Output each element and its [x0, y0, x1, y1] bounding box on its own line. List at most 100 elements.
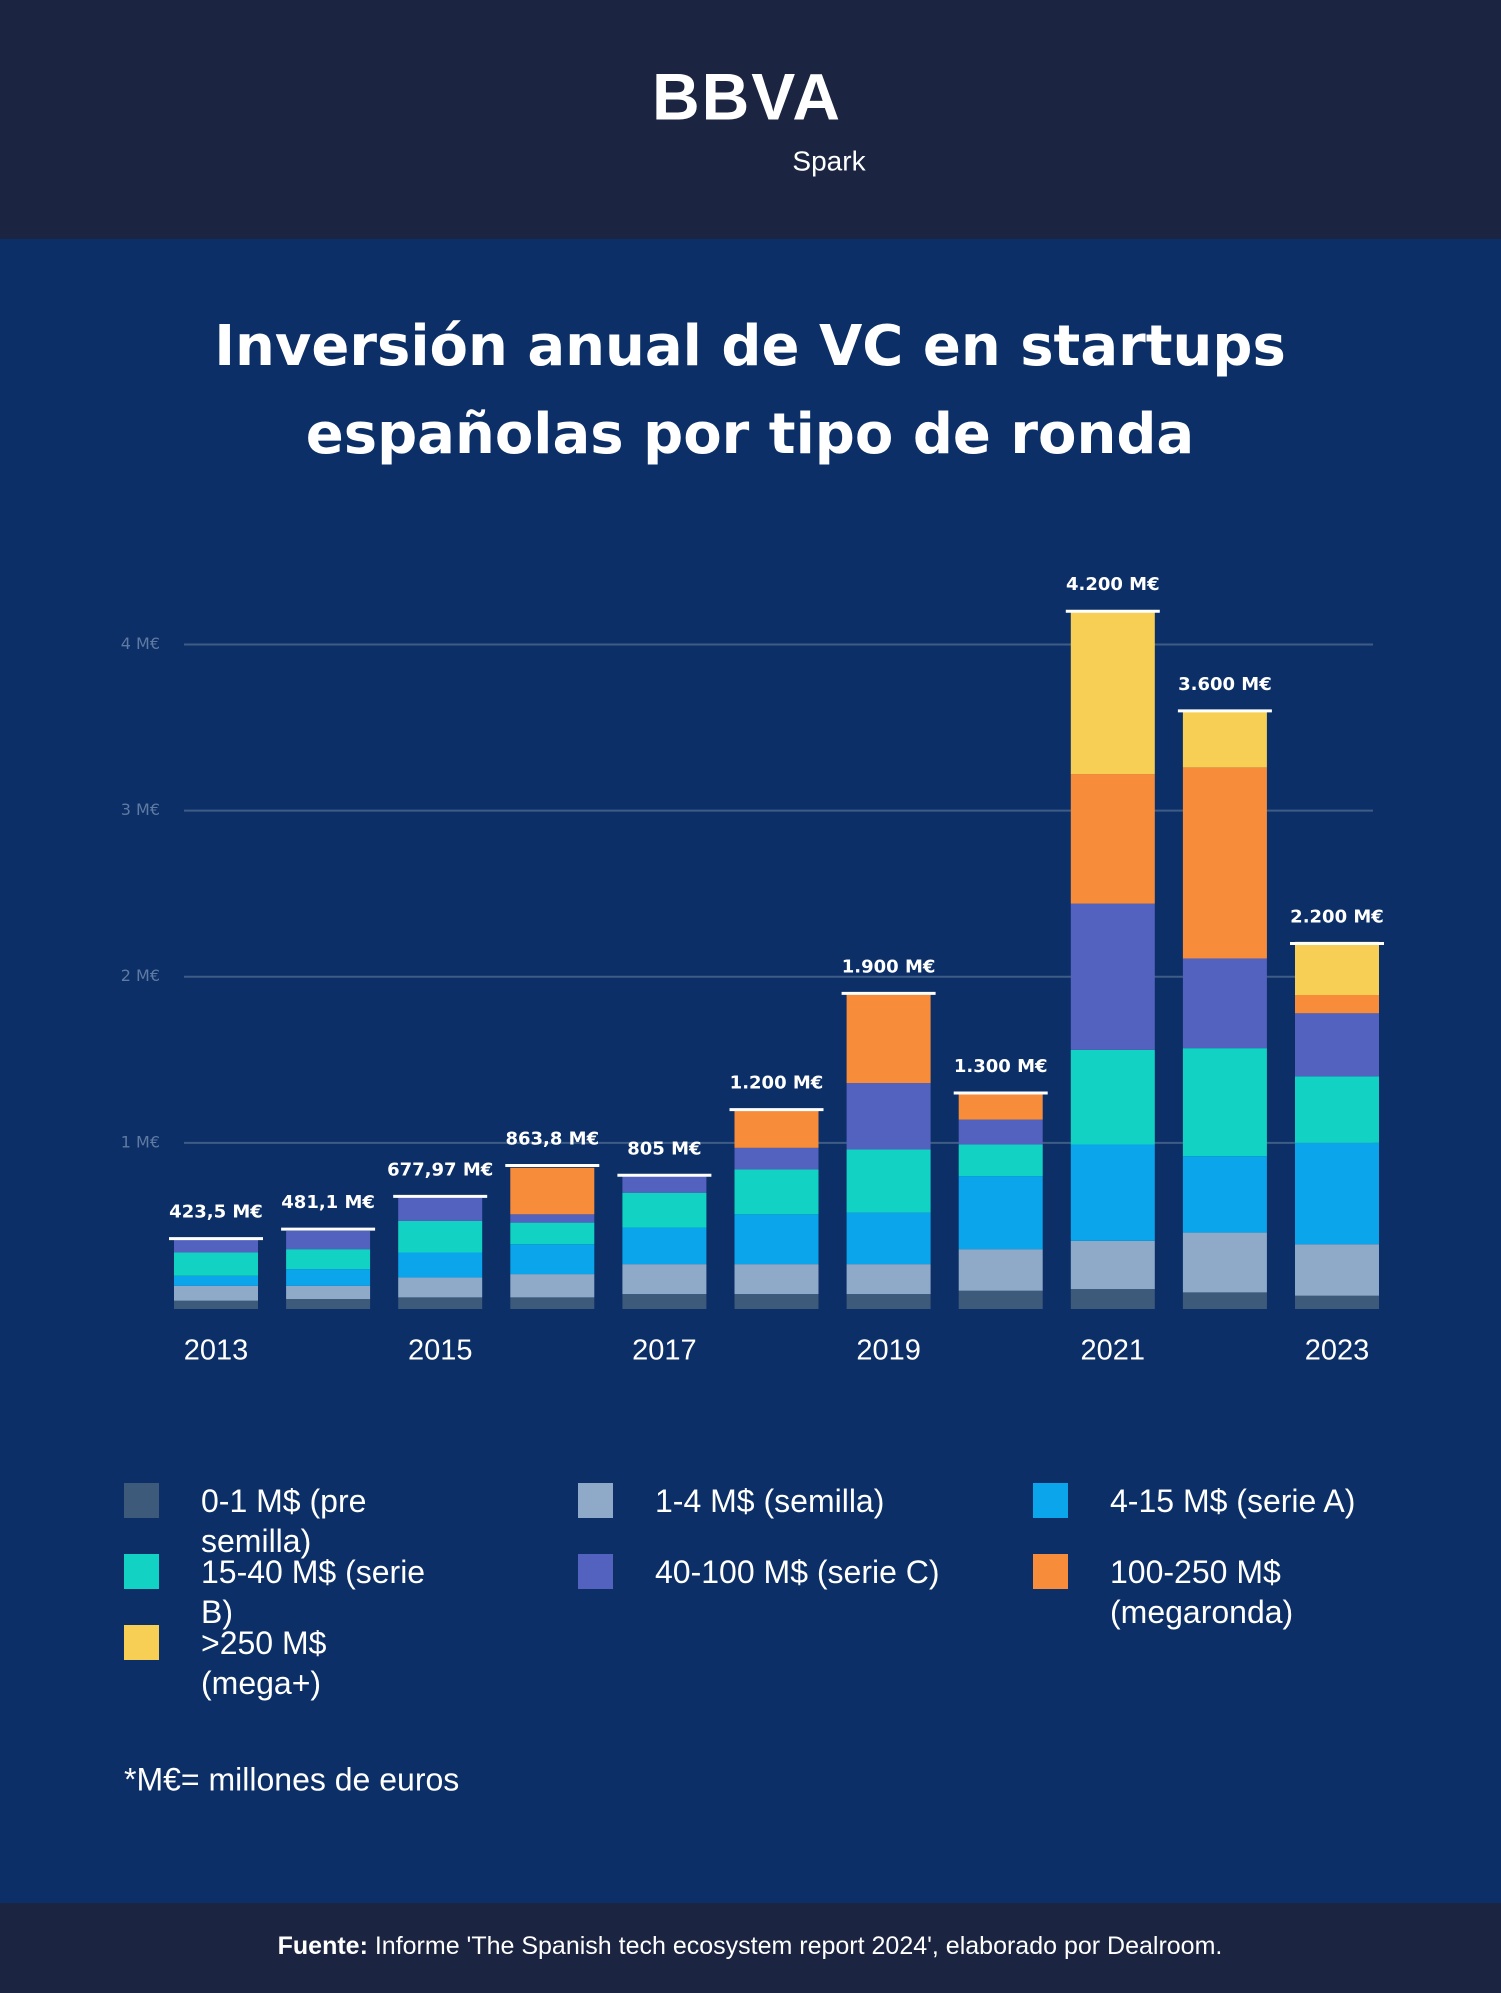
bar-segment: [286, 1285, 371, 1300]
bar-segment: [622, 1176, 707, 1193]
bar-segment: [622, 1227, 707, 1265]
total-label: 481,1 M€: [281, 1192, 375, 1213]
bar-segment: [622, 1192, 707, 1228]
legend-swatch: [578, 1483, 613, 1518]
bar-segment: [846, 1083, 931, 1150]
bar-segment: [286, 1249, 371, 1270]
y-tick-label: 3 M€: [121, 800, 160, 819]
bar-segment: [510, 1274, 595, 1298]
footnote: *M€= millones de euros: [124, 1761, 459, 1797]
bar-segment: [1295, 1013, 1379, 1077]
legend-label: 1-4 M$ (semilla): [655, 1483, 885, 1519]
bar-segment: [510, 1244, 595, 1275]
x-tick-label: 2023: [1305, 1335, 1370, 1367]
total-label: 1.300 M€: [954, 1056, 1048, 1077]
legend-swatch: [1033, 1483, 1068, 1518]
bar-segment: [846, 993, 931, 1084]
legend-label: 4-15 M$ (serie A): [1110, 1483, 1356, 1519]
bar-segment: [510, 1297, 595, 1309]
bar-segment: [958, 1093, 1043, 1120]
chart-title: Inversión anual de VC en startups: [214, 314, 1286, 379]
bar-segment: [846, 1149, 931, 1213]
bar-segment: [734, 1109, 819, 1148]
bar-segment: [398, 1197, 483, 1221]
x-tick-label: 2015: [408, 1335, 473, 1367]
bar-segment: [286, 1230, 371, 1250]
brand-sub: Spark: [792, 145, 866, 176]
total-label: 3.600 M€: [1178, 674, 1272, 695]
bar-segment: [174, 1252, 258, 1276]
legend-swatch: [1033, 1554, 1068, 1589]
bar-segment: [846, 1294, 931, 1309]
bar-segment: [398, 1252, 483, 1278]
x-tick-label: 2021: [1081, 1335, 1146, 1367]
header-bg: [0, 0, 1501, 239]
bar-segment: [398, 1220, 483, 1253]
bar-segment: [734, 1169, 819, 1215]
total-label: 677,97 M€: [387, 1159, 493, 1180]
bar-segment: [510, 1167, 595, 1215]
legend-label: 40-100 M$ (serie C): [655, 1554, 940, 1590]
source-text: Informe 'The Spanish tech ecosystem repo…: [375, 1932, 1223, 1960]
bar-segment: [174, 1285, 258, 1301]
bar-segment: [510, 1214, 595, 1223]
bar-segment: [1070, 774, 1155, 904]
total-label: 423,5 M€: [169, 1202, 263, 1223]
bar-segment: [734, 1147, 819, 1170]
bar-segment: [846, 1264, 931, 1295]
bar-segment: [1182, 710, 1267, 768]
bar-segment: [1182, 1156, 1267, 1233]
bar-segment: [1070, 903, 1155, 1050]
bar-segment: [174, 1239, 258, 1253]
total-label: 1.900 M€: [842, 956, 936, 977]
bar-segment: [398, 1277, 483, 1298]
footer-bg: [0, 1903, 1501, 1993]
bar-segment: [622, 1264, 707, 1295]
bar-segment: [1182, 767, 1267, 959]
bar-segment: [958, 1144, 1043, 1177]
bar-segment: [398, 1297, 483, 1309]
total-label: 2.200 M€: [1290, 907, 1384, 928]
legend-swatch: [578, 1554, 613, 1589]
bar-segment: [958, 1176, 1043, 1250]
bar-segment: [958, 1290, 1043, 1309]
bar-segment: [1295, 1244, 1379, 1296]
legend-swatch: [124, 1483, 159, 1518]
bar-segment: [510, 1222, 595, 1245]
bar-segment: [286, 1269, 371, 1286]
total-label: 4.200 M€: [1066, 574, 1160, 595]
bar-segment: [734, 1264, 819, 1295]
x-tick-label: 2017: [632, 1335, 697, 1367]
source-label: Fuente:: [278, 1932, 368, 1960]
bar-segment: [734, 1294, 819, 1309]
total-label: 863,8 M€: [505, 1128, 599, 1149]
bar-segment: [1295, 1076, 1379, 1143]
bar-segment: [1070, 1240, 1155, 1290]
bar-segment: [1182, 1232, 1267, 1293]
bar-segment: [1182, 958, 1267, 1049]
bar-segment: [958, 1119, 1043, 1145]
bar-segment: [1182, 1048, 1267, 1157]
bar-segment: [1070, 1289, 1155, 1309]
legend-label: >250 M$ (mega+): [201, 1625, 327, 1701]
legend-swatch: [124, 1554, 159, 1589]
bar-segment: [1070, 611, 1155, 775]
y-tick-label: 4 M€: [121, 634, 160, 653]
bar-segment: [1295, 1142, 1379, 1245]
bar-segment: [1295, 941, 1379, 996]
y-tick-label: 2 M€: [121, 966, 160, 985]
x-tick-label: 2019: [856, 1335, 921, 1367]
bar-segment: [622, 1294, 707, 1309]
bar-segment: [1295, 995, 1379, 1014]
bar-segment: [1070, 1049, 1155, 1145]
bar-segment: [1182, 1292, 1267, 1309]
chart-title: españolas por tipo de ronda: [306, 402, 1194, 467]
bar-segment: [846, 1212, 931, 1265]
total-label: 805 M€: [627, 1138, 701, 1159]
legend-label: 100-250 M$ (megaronda): [1110, 1554, 1294, 1630]
x-tick-label: 2013: [184, 1335, 249, 1367]
brand-logo: BBVA: [652, 59, 842, 133]
bar-segment: [1295, 1295, 1379, 1309]
